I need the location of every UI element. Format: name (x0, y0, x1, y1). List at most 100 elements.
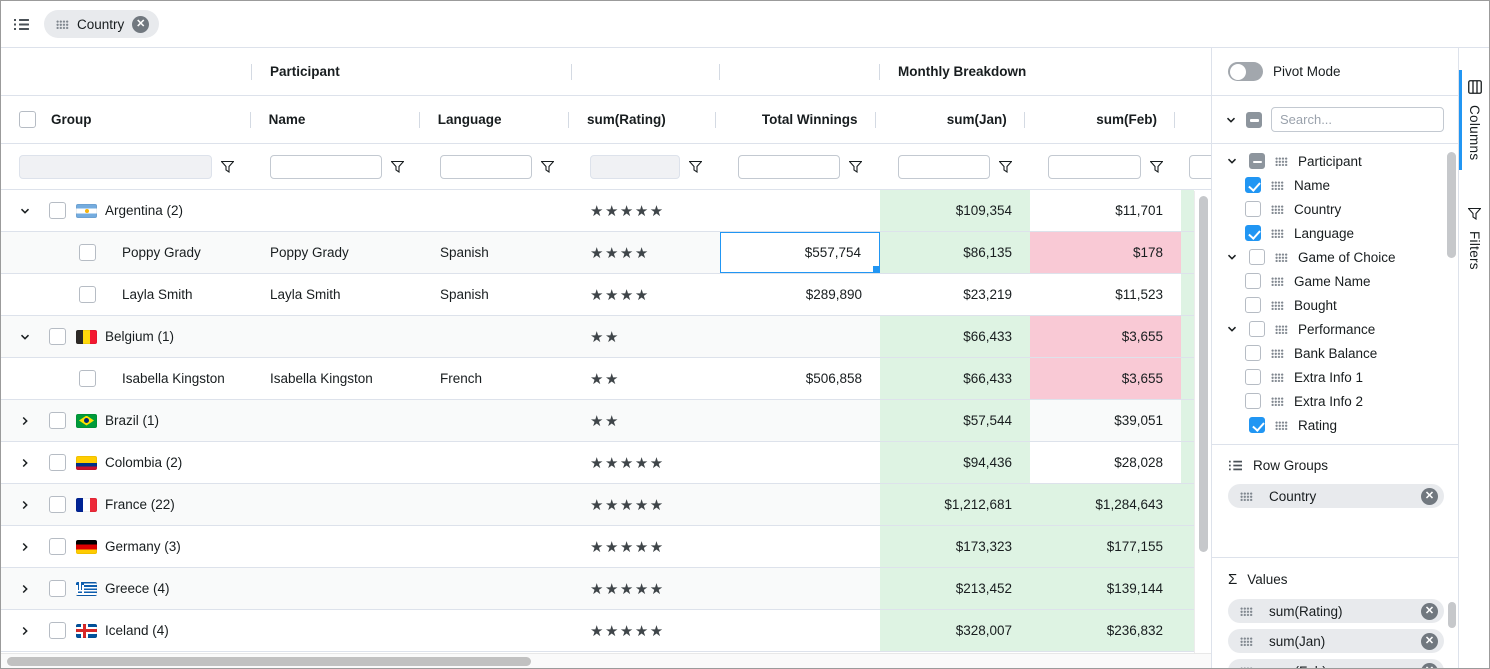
cell-group[interactable]: Poppy Grady (1, 232, 252, 273)
row-checkbox[interactable] (49, 538, 66, 555)
horizontal-scrollbar-thumb[interactable] (7, 657, 531, 666)
column-group-monthly-breakdown[interactable]: Monthly Breakdown (898, 64, 1027, 79)
cell-group[interactable]: Brazil (1) (1, 400, 252, 441)
column-header-sum-jan[interactable]: sum(Jan) (876, 96, 1026, 143)
cell-sum-rating[interactable]: ★★★★★ (572, 568, 720, 609)
cell-total-winnings-selected[interactable]: $557,754 (720, 232, 880, 273)
column-tree-item-bank-balance[interactable]: Bank Balance (1212, 341, 1458, 365)
chevron-right-icon[interactable] (15, 541, 35, 553)
row-checkbox[interactable] (49, 328, 66, 345)
cell-sum-jan[interactable]: $1,212,681 (880, 484, 1030, 525)
remove-chip-icon[interactable]: ✕ (1421, 662, 1438, 668)
cell-sum-feb[interactable]: $11,523 (1115, 287, 1163, 302)
remove-chip-icon[interactable]: ✕ (132, 15, 150, 33)
cell-sum-jan[interactable]: $109,354 (880, 190, 1030, 231)
cell-language[interactable]: Spanish (440, 287, 489, 302)
cell-total-winnings[interactable] (720, 610, 880, 651)
row-checkbox[interactable] (49, 580, 66, 597)
chevron-right-icon[interactable] (15, 583, 35, 595)
column-checkbox-country[interactable] (1245, 201, 1261, 217)
filter-button[interactable] (212, 160, 242, 173)
cell-sum-jan[interactable]: $66,433 (880, 358, 1030, 399)
column-tree-item-country[interactable]: Country (1212, 197, 1458, 221)
tab-filters[interactable]: Filters (1459, 198, 1489, 280)
column-checkbox-extra-info-2[interactable] (1245, 393, 1261, 409)
filter-input-name[interactable] (270, 154, 382, 179)
column-checkbox-rating[interactable] (1249, 417, 1265, 433)
column-header-total-winnings[interactable]: Total Winnings (716, 96, 876, 143)
column-tree-item-language[interactable]: Language (1212, 221, 1458, 245)
cell-sum-feb[interactable]: $3,655 (1030, 358, 1181, 399)
values-scrollbar-thumb[interactable] (1448, 602, 1456, 628)
filter-input-sum-feb[interactable] (1048, 154, 1141, 179)
cell-language[interactable] (422, 190, 572, 231)
value-chip-sum-jan-[interactable]: sum(Jan) ✕ (1228, 629, 1444, 653)
cell-language[interactable] (422, 610, 572, 651)
column-tree-item-performance[interactable]: Performance (1212, 317, 1458, 341)
chevron-down-icon[interactable] (15, 205, 35, 217)
expand-all-chevron-icon[interactable] (1225, 114, 1237, 126)
cell-sum-feb[interactable]: $28,028 (1114, 455, 1163, 470)
cell-group[interactable]: France (22) (1, 484, 252, 525)
select-all-columns-checkbox[interactable] (1246, 111, 1262, 128)
filter-button[interactable] (1141, 160, 1171, 173)
remove-chip-icon[interactable]: ✕ (1421, 632, 1438, 650)
filter-button[interactable] (680, 160, 710, 173)
cell-sum-rating[interactable]: ★★★★★ (572, 442, 720, 483)
filter-button[interactable] (532, 160, 562, 173)
tree-scrollbar-thumb[interactable] (1447, 152, 1456, 258)
cell-sum-feb[interactable]: $39,051 (1114, 413, 1163, 428)
filter-input-total-winnings[interactable] (738, 154, 840, 179)
chevron-down-icon[interactable] (1224, 155, 1240, 167)
cell-sum-rating[interactable]: ★★★★ (572, 274, 720, 315)
column-tree-item-extra-info-1[interactable]: Extra Info 1 (1212, 365, 1458, 389)
chevron-down-icon[interactable] (1224, 251, 1240, 263)
filter-button[interactable] (990, 160, 1020, 173)
cell-sum-jan[interactable]: $86,135 (880, 232, 1030, 273)
cell-sum-jan[interactable]: $328,007 (880, 610, 1030, 651)
row-checkbox[interactable] (49, 202, 66, 219)
cell-language[interactable] (422, 568, 572, 609)
cell-group[interactable]: Germany (3) (1, 526, 252, 567)
cell-total-winnings[interactable] (720, 484, 880, 525)
cell-language[interactable] (422, 316, 572, 357)
cell-sum-jan[interactable]: $66,433 (880, 316, 1030, 357)
cell-sum-feb[interactable]: $177,155 (1030, 526, 1181, 567)
cell-sum-rating[interactable]: ★★★★★ (572, 190, 720, 231)
row-checkbox[interactable] (79, 244, 96, 261)
pivot-mode-toggle[interactable] (1228, 62, 1263, 81)
cell-name[interactable] (252, 610, 422, 651)
row-group-chip-country[interactable]: Country ✕ (44, 10, 160, 38)
column-checkbox-name[interactable] (1245, 177, 1261, 193)
chevron-right-icon[interactable] (15, 625, 35, 637)
cell-language[interactable]: Spanish (440, 245, 489, 260)
column-tree-item-extra-info-2[interactable]: Extra Info 2 (1212, 389, 1458, 413)
select-all-checkbox[interactable] (19, 111, 36, 128)
cell-sum-jan[interactable]: $213,452 (880, 568, 1030, 609)
cell-total-winnings[interactable] (720, 316, 880, 357)
cell-group[interactable]: Isabella Kingston (1, 358, 252, 399)
cell-sum-feb[interactable]: $11,701 (1115, 203, 1163, 218)
remove-chip-icon[interactable]: ✕ (1421, 602, 1438, 620)
cell-sum-rating[interactable]: ★★ (572, 400, 720, 441)
cell-sum-rating[interactable]: ★★★★★ (572, 610, 720, 651)
column-header-sum-rating[interactable]: sum(Rating) (569, 96, 717, 143)
cell-name[interactable] (252, 190, 422, 231)
row-checkbox[interactable] (79, 370, 96, 387)
column-checkbox-bought[interactable] (1245, 297, 1261, 313)
filter-input-language[interactable] (440, 154, 532, 179)
tab-columns[interactable]: Columns (1459, 70, 1489, 171)
row-group-chip-country[interactable]: Country ✕ (1228, 484, 1444, 508)
column-header-group[interactable]: Group (1, 96, 251, 143)
column-search-input[interactable] (1271, 107, 1444, 132)
cell-sum-feb[interactable]: $236,832 (1030, 610, 1181, 651)
cell-group[interactable]: Layla Smith (1, 274, 252, 315)
column-tree-item-game-of-choice[interactable]: Game of Choice (1212, 245, 1458, 269)
cell-name[interactable] (252, 316, 422, 357)
cell-total-winnings[interactable] (720, 568, 880, 609)
cell-name[interactable] (252, 568, 422, 609)
cell-sum-feb[interactable]: $3,655 (1030, 316, 1181, 357)
cell-total-winnings[interactable]: $289,890 (805, 287, 862, 302)
cell-name[interactable]: Layla Smith (270, 287, 341, 302)
vertical-scrollbar-thumb[interactable] (1199, 196, 1208, 552)
